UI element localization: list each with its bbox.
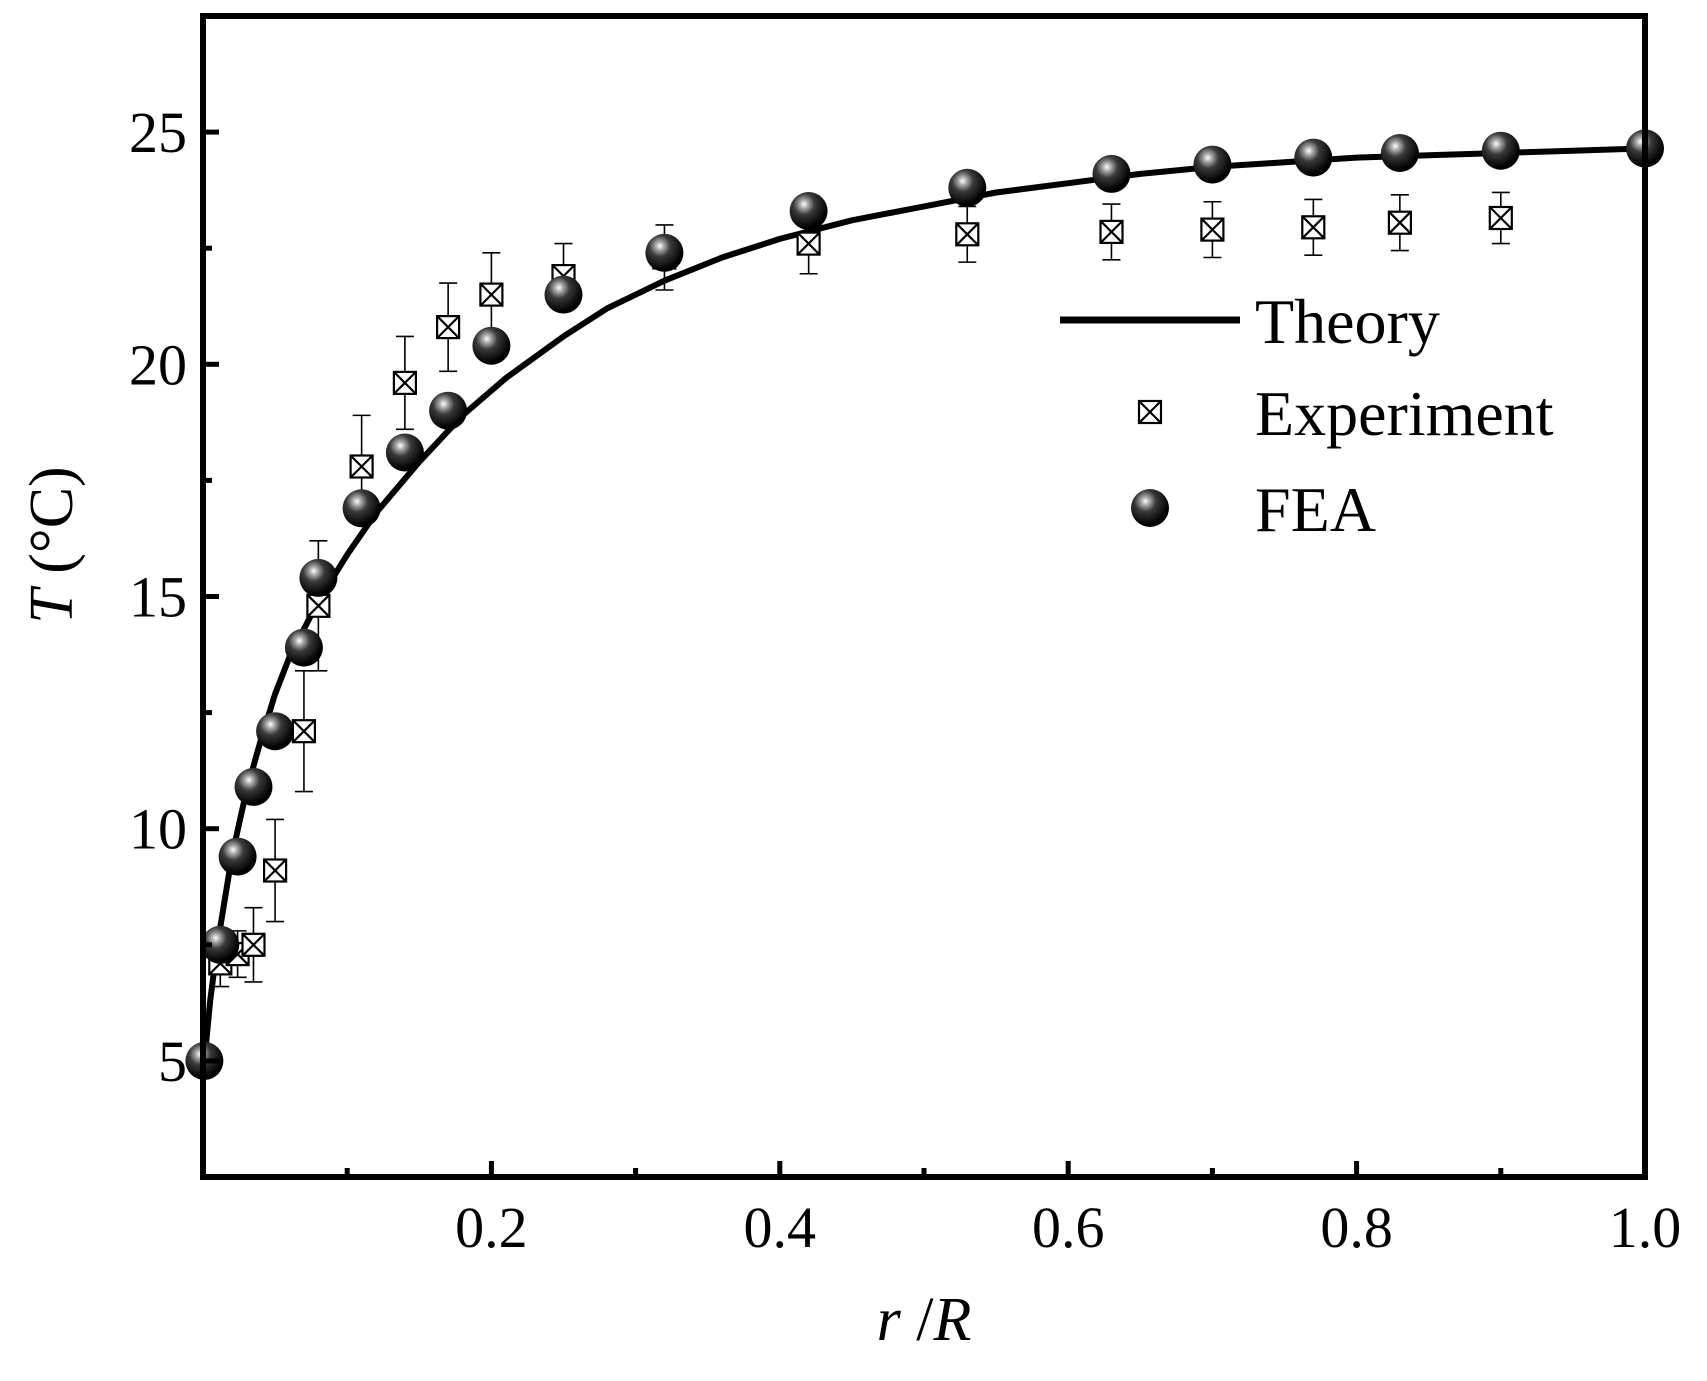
fea-point-17 — [1294, 138, 1333, 177]
experiment-point-3 — [263, 858, 288, 883]
fea-point-11 — [544, 275, 583, 314]
experiment-point-9 — [479, 282, 504, 307]
legend-fea-swatch — [1131, 489, 1169, 527]
fea-point-6 — [299, 558, 338, 597]
legend: Theory Experiment FEA — [1060, 286, 1554, 545]
y-tick-label-2: 15 — [129, 565, 187, 630]
experiment-point-5 — [306, 593, 331, 618]
experiment-point-15 — [1200, 217, 1225, 242]
x-axis-separator: / — [901, 1286, 935, 1354]
y-tick-label-3: 20 — [129, 332, 187, 397]
legend-experiment-swatch — [1137, 399, 1163, 425]
experiment-point-2 — [241, 932, 266, 957]
y-axis-unit: (°C) — [18, 466, 86, 589]
fea-point-13 — [789, 192, 828, 230]
fea-point-7 — [342, 489, 381, 528]
fea-point-2 — [218, 837, 257, 876]
fea-point-1 — [201, 925, 240, 964]
plot-frame — [200, 13, 1648, 1180]
fea-point-14 — [948, 168, 987, 207]
x-tick-label-3: 0.8 — [1320, 1195, 1393, 1260]
x-axis-var2: R — [933, 1286, 972, 1354]
experiment-point-16 — [1301, 215, 1326, 240]
legend-experiment-label: Experiment — [1255, 378, 1554, 449]
x-tick-label-2: 0.6 — [1032, 1195, 1105, 1260]
experiment-point-4 — [291, 719, 316, 744]
y-axis-var: T — [18, 585, 86, 624]
fea-point-4 — [256, 712, 295, 751]
fea-point-16 — [1193, 145, 1232, 184]
x-tick-label-4: 1.0 — [1609, 1195, 1682, 1260]
y-tick-label-0: 5 — [158, 1029, 187, 1094]
experiment-point-18 — [1488, 205, 1513, 231]
experiment-point-6 — [349, 454, 374, 479]
y-tick-labels: 5 10 15 20 25 — [129, 100, 187, 1094]
y-tick-label-1: 10 — [129, 797, 187, 862]
x-axis-var: r — [877, 1286, 902, 1354]
x-tick-label-0: 0.2 — [455, 1195, 528, 1260]
experiment-point-7 — [392, 370, 417, 395]
experiment-series — [208, 205, 1513, 976]
experiment-point-8 — [436, 315, 461, 340]
fea-point-18 — [1380, 134, 1419, 172]
fea-point-19 — [1481, 131, 1520, 170]
experiment-point-12 — [796, 231, 821, 256]
fea-point-9 — [429, 391, 468, 430]
fea-point-8 — [385, 433, 424, 472]
x-axis-title: r /R — [877, 1286, 972, 1354]
fea-point-5 — [284, 628, 323, 667]
y-axis-title: T (°C) — [18, 466, 86, 623]
experiment-point-14 — [1099, 219, 1124, 244]
x-tick-label-1: 0.4 — [744, 1195, 817, 1260]
legend-fea-label: FEA — [1255, 474, 1376, 545]
fea-point-3 — [234, 767, 273, 806]
legend-theory-label: Theory — [1255, 286, 1440, 357]
y-tick-label-4: 25 — [129, 100, 187, 165]
experiment-point-13 — [955, 222, 980, 247]
fea-point-15 — [1092, 154, 1131, 193]
fea-point-10 — [472, 326, 511, 365]
fea-point-12 — [645, 233, 684, 272]
x-tick-labels: 0.2 0.4 0.6 0.8 1.0 — [455, 1195, 1681, 1260]
experiment-point-17 — [1387, 210, 1413, 235]
plot-area — [185, 129, 1664, 1080]
fea-series — [185, 129, 1664, 1080]
